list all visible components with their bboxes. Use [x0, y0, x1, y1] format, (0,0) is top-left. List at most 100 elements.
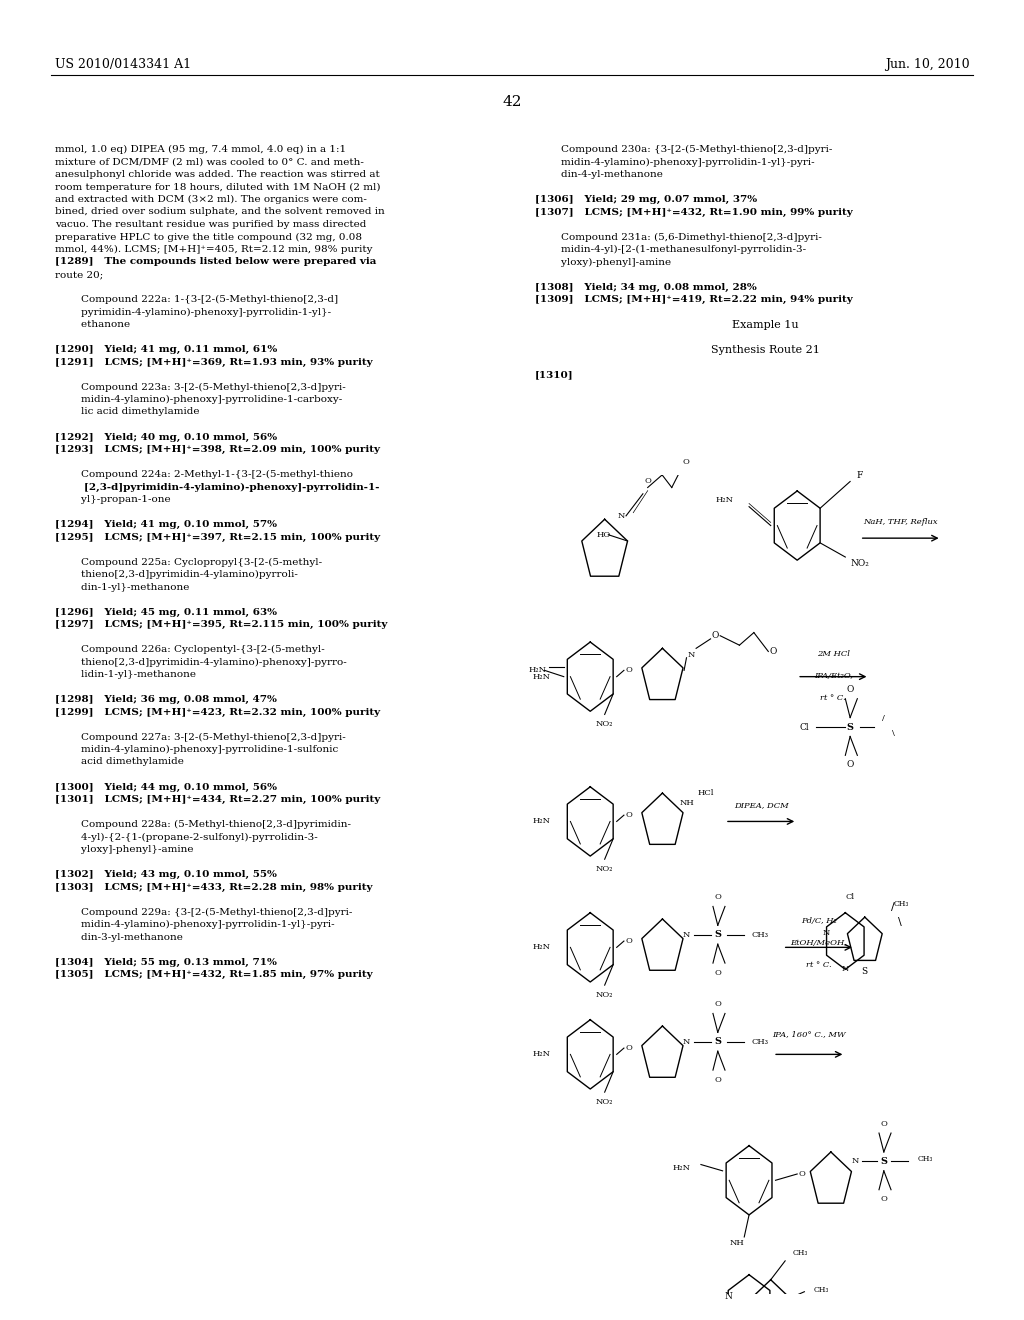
- Text: NH: NH: [679, 799, 694, 807]
- Text: H₂N: H₂N: [532, 1051, 551, 1059]
- Text: vacuo. The resultant residue was purified by mass directed: vacuo. The resultant residue was purifie…: [55, 220, 367, 228]
- Text: NO₂: NO₂: [596, 719, 613, 727]
- Text: [1310]: [1310]: [535, 370, 573, 379]
- Text: Example 1u: Example 1u: [732, 319, 799, 330]
- Text: \: \: [892, 730, 895, 738]
- Text: S: S: [881, 1156, 888, 1166]
- Text: IPA/Et₂O,: IPA/Et₂O,: [814, 672, 853, 680]
- Text: O: O: [881, 1119, 887, 1127]
- Text: route 20;: route 20;: [55, 271, 103, 279]
- Text: O: O: [881, 1195, 887, 1203]
- Text: Jun. 10, 2010: Jun. 10, 2010: [886, 58, 970, 71]
- Text: [2,3-d]pyrimidin-4-ylamino)-phenoxy]-pyrrolidin-1-: [2,3-d]pyrimidin-4-ylamino)-phenoxy]-pyr…: [55, 483, 380, 491]
- Text: US 2010/0143341 A1: US 2010/0143341 A1: [55, 58, 191, 71]
- Text: \: \: [898, 917, 902, 928]
- Text: din-3-yl-methanone: din-3-yl-methanone: [55, 932, 183, 941]
- Text: NaH, THF, Reflux: NaH, THF, Reflux: [863, 517, 938, 525]
- Text: CH₃: CH₃: [894, 900, 909, 908]
- Text: [1292]   Yield; 40 mg, 0.10 mmol, 56%: [1292] Yield; 40 mg, 0.10 mmol, 56%: [55, 433, 278, 441]
- Text: /: /: [891, 902, 895, 912]
- Text: mmol, 1.0 eq) DIPEA (95 mg, 7.4 mmol, 4.0 eq) in a 1:1: mmol, 1.0 eq) DIPEA (95 mg, 7.4 mmol, 4.…: [55, 145, 346, 154]
- Text: [1308]   Yield; 34 mg, 0.08 mmol, 28%: [1308] Yield; 34 mg, 0.08 mmol, 28%: [535, 282, 757, 292]
- Text: NO₂: NO₂: [850, 558, 869, 568]
- Text: H₂N: H₂N: [673, 1164, 690, 1172]
- Text: anesulphonyl chloride was added. The reaction was stirred at: anesulphonyl chloride was added. The rea…: [55, 170, 380, 180]
- Text: Compound 224a: 2-Methyl-1-{3-[2-(5-methyl-thieno: Compound 224a: 2-Methyl-1-{3-[2-(5-methy…: [55, 470, 353, 479]
- Text: [1302]   Yield; 43 mg, 0.10 mmol, 55%: [1302] Yield; 43 mg, 0.10 mmol, 55%: [55, 870, 276, 879]
- Text: O: O: [626, 937, 632, 945]
- Text: H₂N: H₂N: [532, 944, 551, 952]
- Text: pyrimidin-4-ylamino)-phenoxy]-pyrrolidin-1-yl}-: pyrimidin-4-ylamino)-phenoxy]-pyrrolidin…: [55, 308, 331, 317]
- Text: S: S: [715, 1038, 721, 1047]
- Text: Compound 231a: (5,6-Dimethyl-thieno[2,3-d]pyri-: Compound 231a: (5,6-Dimethyl-thieno[2,3-…: [535, 232, 822, 242]
- Text: Compound 223a: 3-[2-(5-Methyl-thieno[2,3-d]pyri-: Compound 223a: 3-[2-(5-Methyl-thieno[2,3…: [55, 383, 346, 392]
- Text: O: O: [799, 1170, 806, 1177]
- Text: O: O: [715, 894, 721, 902]
- Text: F: F: [856, 471, 863, 479]
- Text: mmol, 44%). LCMS; [M+H]⁺=405, Rt=2.12 min, 98% purity: mmol, 44%). LCMS; [M+H]⁺=405, Rt=2.12 mi…: [55, 246, 373, 255]
- Text: [1304]   Yield; 55 mg, 0.13 mmol, 71%: [1304] Yield; 55 mg, 0.13 mmol, 71%: [55, 957, 276, 966]
- Text: acid dimethylamide: acid dimethylamide: [55, 758, 184, 767]
- Text: N: N: [823, 929, 830, 937]
- Text: H₂N: H₂N: [716, 496, 734, 504]
- Text: ethanone: ethanone: [55, 319, 130, 329]
- Text: N: N: [842, 965, 849, 973]
- Text: N: N: [683, 931, 690, 939]
- Text: [1299]   LCMS; [M+H]⁺=423, Rt=2.32 min, 100% purity: [1299] LCMS; [M+H]⁺=423, Rt=2.32 min, 10…: [55, 708, 380, 717]
- Text: rt ° C.: rt ° C.: [806, 961, 831, 969]
- Text: 4-yl)-{2-{1-(propane-2-sulfonyl)-pyrrolidin-3-: 4-yl)-{2-{1-(propane-2-sulfonyl)-pyrroli…: [55, 833, 317, 842]
- Text: Compound 230a: {3-[2-(5-Methyl-thieno[2,3-d]pyri-: Compound 230a: {3-[2-(5-Methyl-thieno[2,…: [535, 145, 833, 154]
- Text: O: O: [712, 631, 719, 640]
- Text: yloxy)-phenyl]-amine: yloxy)-phenyl]-amine: [535, 257, 671, 267]
- Text: O: O: [847, 760, 854, 770]
- Text: /: /: [883, 714, 886, 722]
- Text: NO₂: NO₂: [596, 1098, 613, 1106]
- Text: O: O: [626, 1044, 632, 1052]
- Text: bined, dried over sodium sulphate, and the solvent removed in: bined, dried over sodium sulphate, and t…: [55, 207, 385, 216]
- Text: S: S: [847, 722, 854, 731]
- Text: [1303]   LCMS; [M+H]⁺=433, Rt=2.28 min, 98% purity: [1303] LCMS; [M+H]⁺=433, Rt=2.28 min, 98…: [55, 883, 373, 891]
- Text: [1305]   LCMS; [M+H]⁺=432, Rt=1.85 min, 97% purity: [1305] LCMS; [M+H]⁺=432, Rt=1.85 min, 97…: [55, 970, 373, 979]
- Text: din-1-yl}-methanone: din-1-yl}-methanone: [55, 582, 189, 591]
- Text: H₂N: H₂N: [532, 673, 551, 681]
- Text: O: O: [715, 1001, 721, 1008]
- Text: [1300]   Yield; 44 mg, 0.10 mmol, 56%: [1300] Yield; 44 mg, 0.10 mmol, 56%: [55, 783, 278, 792]
- Text: N: N: [617, 512, 625, 520]
- Text: HCl: HCl: [697, 789, 714, 797]
- Text: NO₂: NO₂: [596, 865, 613, 873]
- Text: CH₃: CH₃: [752, 1038, 768, 1045]
- Text: O: O: [626, 667, 632, 675]
- Text: midin-4-ylamino)-phenoxy]-pyrrolidine-1-carboxy-: midin-4-ylamino)-phenoxy]-pyrrolidine-1-…: [55, 395, 342, 404]
- Text: CH₃: CH₃: [752, 931, 768, 939]
- Text: H₂N: H₂N: [532, 817, 551, 825]
- Text: [1290]   Yield; 41 mg, 0.11 mmol, 61%: [1290] Yield; 41 mg, 0.11 mmol, 61%: [55, 345, 278, 354]
- Text: IPA, 160° C., MW: IPA, 160° C., MW: [772, 1031, 846, 1039]
- Text: NH: NH: [730, 1239, 744, 1247]
- Text: [1307]   LCMS; [M+H]⁺=432, Rt=1.90 min, 99% purity: [1307] LCMS; [M+H]⁺=432, Rt=1.90 min, 99…: [535, 207, 853, 216]
- Text: O: O: [626, 812, 632, 820]
- Text: rt ° C.: rt ° C.: [820, 694, 846, 702]
- Text: Cl: Cl: [800, 722, 809, 731]
- Text: din-4-yl-methanone: din-4-yl-methanone: [535, 170, 663, 180]
- Text: HO: HO: [596, 531, 610, 539]
- Text: S: S: [862, 966, 868, 975]
- Text: [1296]   Yield; 45 mg, 0.11 mmol, 63%: [1296] Yield; 45 mg, 0.11 mmol, 63%: [55, 607, 278, 616]
- Text: H₂N: H₂N: [528, 667, 546, 675]
- Text: O: O: [644, 478, 651, 486]
- Text: midin-4-yl)-[2-(1-methanesulfonyl-pyrrolidin-3-: midin-4-yl)-[2-(1-methanesulfonyl-pyrrol…: [535, 246, 806, 255]
- Text: O: O: [847, 685, 854, 694]
- Text: EtOH/MeOH,: EtOH/MeOH,: [791, 940, 847, 948]
- Text: [1295]   LCMS; [M+H]⁺=397, Rt=2.15 min, 100% purity: [1295] LCMS; [M+H]⁺=397, Rt=2.15 min, 10…: [55, 532, 380, 541]
- Text: Compound 229a: {3-[2-(5-Methyl-thieno[2,3-d]pyri-: Compound 229a: {3-[2-(5-Methyl-thieno[2,…: [55, 908, 352, 916]
- Text: room temperature for 18 hours, diluted with 1M NaOH (2 ml): room temperature for 18 hours, diluted w…: [55, 182, 381, 191]
- Text: [1297]   LCMS; [M+H]⁺=395, Rt=2.115 min, 100% purity: [1297] LCMS; [M+H]⁺=395, Rt=2.115 min, 1…: [55, 620, 387, 630]
- Text: preparative HPLC to give the title compound (32 mg, 0.08: preparative HPLC to give the title compo…: [55, 232, 362, 242]
- Text: Compound 227a: 3-[2-(5-Methyl-thieno[2,3-d]pyri-: Compound 227a: 3-[2-(5-Methyl-thieno[2,3…: [55, 733, 346, 742]
- Text: [1291]   LCMS; [M+H]⁺=369, Rt=1.93 min, 93% purity: [1291] LCMS; [M+H]⁺=369, Rt=1.93 min, 93…: [55, 358, 373, 367]
- Text: [1289]   The compounds listed below were prepared via: [1289] The compounds listed below were p…: [55, 257, 377, 267]
- Text: midin-4-ylamino)-phenoxy]-pyrrolidin-1-yl}-pyri-: midin-4-ylamino)-phenoxy]-pyrrolidin-1-y…: [55, 920, 335, 929]
- Text: [1301]   LCMS; [M+H]⁺=434, Rt=2.27 min, 100% purity: [1301] LCMS; [M+H]⁺=434, Rt=2.27 min, 10…: [55, 795, 380, 804]
- Text: lic acid dimethylamide: lic acid dimethylamide: [55, 408, 200, 417]
- Text: yl}-propan-1-one: yl}-propan-1-one: [55, 495, 171, 504]
- Text: thieno[2,3-d]pyrimidin-4-ylamino)-phenoxy]-pyrro-: thieno[2,3-d]pyrimidin-4-ylamino)-phenox…: [55, 657, 347, 667]
